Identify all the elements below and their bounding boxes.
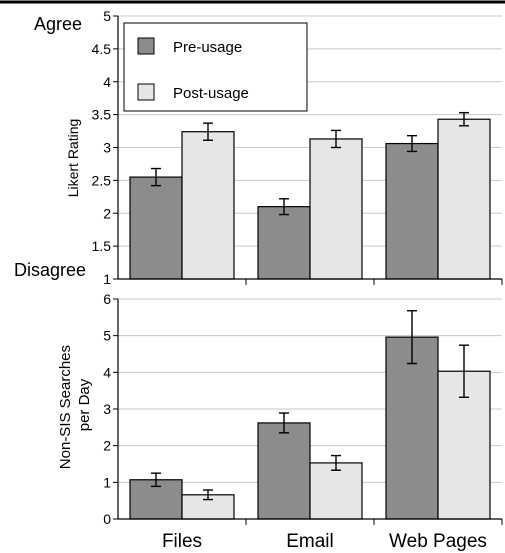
likert-y-tick-label: 1.5 [92, 238, 112, 254]
likert-y-tick-label: 5 [103, 8, 111, 24]
searches-y-tick-label: 2 [103, 438, 111, 454]
legend-label-post: Post-usage [173, 85, 249, 102]
disagree-label: Disagree [14, 260, 86, 280]
searches-y-axis-label: Non-SIS Searches per Day [57, 341, 93, 469]
searches-y-tick-label: 0 [103, 511, 111, 527]
searches-y-tick-label: 6 [103, 291, 111, 307]
likert-y-tick-label: 4 [103, 74, 111, 90]
searches-bar-post [309, 462, 363, 520]
likert-y-tick-label: 1 [103, 271, 111, 287]
legend-label-pre: Pre-usage [173, 39, 242, 56]
likert-bar-post [181, 131, 235, 280]
legend-swatch-pre [137, 37, 155, 55]
likert-axis: 1 1.5 2 2.5 3 3.5 4 4.5 5 [92, 8, 503, 287]
legend-swatch-post [137, 83, 155, 101]
searches-bar-pre [385, 336, 439, 520]
x-category-label: Files [162, 531, 202, 552]
searches-bar-pre [257, 422, 311, 520]
legend: Pre-usage Post-usage [123, 22, 308, 112]
searches-y-tick-label: 3 [103, 401, 111, 417]
likert-bar-pre [385, 142, 439, 280]
likert-bar-post [309, 138, 363, 280]
searches-bars [129, 310, 491, 520]
likert-bar-post [437, 118, 491, 280]
searches-axis: 0 1 2 3 4 5 6 [103, 291, 503, 527]
searches-y-tick-label: 4 [103, 364, 111, 380]
likert-y-tick-label: 3 [103, 140, 111, 156]
category-labels: Files Email Web Pages [162, 531, 487, 552]
searches-y-axis-label-line1: Non-SIS Searches [57, 345, 74, 469]
likert-panel: 1 1.5 2 2.5 3 3.5 4 4.5 5 Agree Disagree Likert … [14, 8, 503, 287]
searches-y-tick-label: 1 [103, 474, 111, 490]
searches-y-axis-label-line2: per Day [76, 378, 93, 431]
likert-bar-pre [129, 176, 183, 280]
likert-bars [129, 111, 491, 280]
x-category-label: Web Pages [389, 531, 487, 552]
likert-y-tick-label: 2.5 [92, 172, 112, 188]
searches-panel: 0 1 2 3 4 5 6 Non-SIS Searches per Day Files Em… [57, 291, 503, 552]
likert-y-axis-label: Likert Rating [65, 119, 81, 198]
searches-y-tick-label: 5 [103, 328, 111, 344]
likert-y-tick-label: 3.5 [92, 107, 112, 123]
likert-y-tick-label: 4.5 [92, 41, 112, 57]
likert-y-tick-label: 2 [103, 205, 111, 221]
agree-label: Agree [34, 14, 82, 34]
likert-bar-pre [257, 206, 311, 280]
x-category-label: Email [286, 531, 334, 552]
